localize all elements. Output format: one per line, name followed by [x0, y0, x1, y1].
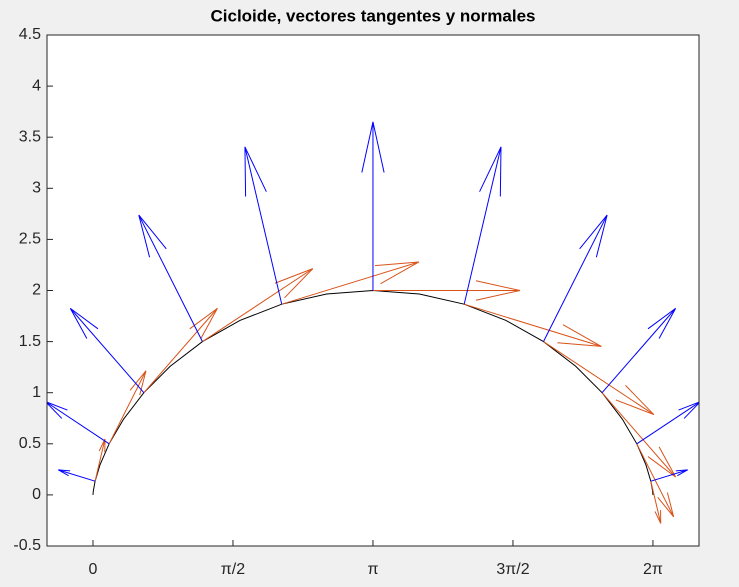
- arrow-head: [647, 446, 677, 478]
- x-tick-label: π/2: [221, 561, 245, 578]
- vector-arrow: [94, 438, 106, 482]
- vector-arrow: [47, 401, 110, 445]
- vector-arrow: [601, 307, 677, 394]
- vector-arrow: [543, 214, 608, 342]
- arrow-head: [58, 469, 71, 477]
- arrow-head: [557, 324, 602, 347]
- arrow-shaft: [202, 268, 314, 343]
- vector-arrow: [244, 146, 283, 305]
- arrow-head: [129, 370, 147, 396]
- y-tick-label: 4: [32, 77, 41, 94]
- vector-arrow: [463, 146, 502, 305]
- arrow-shaft: [47, 401, 110, 445]
- arrow-head: [475, 280, 521, 301]
- vector-arrow: [650, 469, 688, 482]
- vector-arrow: [108, 370, 147, 445]
- arrow-shaft: [463, 146, 502, 305]
- vector-arrow: [650, 481, 662, 524]
- chart-title: Cicloide, vectores tangentes y normales: [210, 6, 535, 25]
- vector-arrow: [281, 261, 420, 305]
- arrow-head: [98, 438, 106, 453]
- vector-arrow: [143, 307, 218, 394]
- arrow-head: [675, 469, 688, 477]
- arrow-head: [479, 146, 502, 197]
- arrow-head: [69, 307, 99, 339]
- vector-arrow: [543, 341, 655, 416]
- arrow-shaft: [543, 341, 655, 415]
- y-tick-label: -0.5: [13, 537, 41, 554]
- vector-arrow: [636, 401, 699, 445]
- y-tick-label: 3.5: [19, 128, 41, 145]
- arrow-head: [274, 268, 314, 299]
- arrow-head: [579, 214, 608, 258]
- y-tick-label: 2.5: [19, 231, 41, 248]
- arrow-head: [654, 510, 662, 524]
- arrow-head: [138, 214, 167, 258]
- arrow-shaft: [138, 214, 203, 342]
- x-tick-label: 0: [89, 561, 98, 578]
- vector-arrow: [58, 469, 96, 482]
- arrow-shaft: [281, 261, 420, 305]
- vector-arrow: [361, 121, 385, 291]
- y-tick-label: 1.5: [19, 333, 41, 350]
- arrow-shaft: [143, 308, 218, 394]
- arrow-shaft: [636, 401, 699, 445]
- arrow-shaft: [601, 392, 676, 478]
- arrow-shaft: [69, 308, 145, 394]
- arrow-head: [189, 307, 218, 339]
- y-tick-label: 0: [32, 486, 41, 503]
- arrow-shaft: [464, 303, 602, 347]
- vector-arrow: [138, 214, 203, 342]
- y-tick-label: 1: [32, 384, 41, 401]
- arrow-shaft: [244, 146, 283, 305]
- y-tick-label: 2: [32, 282, 41, 299]
- vector-arrow: [601, 392, 677, 478]
- arrow-head: [47, 401, 68, 419]
- arrow-head: [615, 385, 655, 416]
- arrow-shaft: [108, 370, 147, 445]
- arrow-shaft: [601, 308, 676, 394]
- arrow-head: [647, 307, 677, 339]
- arrow-shaft: [94, 438, 106, 482]
- x-tick-label: π: [367, 561, 378, 578]
- plot-content: [47, 121, 699, 524]
- x-tick-label: 2π: [643, 561, 663, 578]
- y-tick-label: 4.5: [19, 26, 41, 43]
- y-tick-label: 0.5: [19, 435, 41, 452]
- arrow-head: [361, 121, 385, 173]
- arrow-head: [657, 492, 675, 518]
- arrow-shaft: [543, 214, 608, 342]
- vector-arrow: [464, 303, 602, 347]
- vector-arrow: [372, 280, 521, 301]
- arrow-shaft: [58, 469, 96, 482]
- arrow-head: [678, 401, 699, 419]
- arrow-shaft: [650, 481, 662, 524]
- arrow-head: [374, 261, 420, 285]
- x-tick-label: 3π/2: [496, 561, 529, 578]
- y-tick-label: 3: [32, 180, 41, 197]
- arrow-head: [244, 146, 267, 197]
- arrow-shaft: [650, 469, 688, 482]
- vector-arrow: [202, 268, 314, 343]
- vector-arrow: [69, 307, 145, 394]
